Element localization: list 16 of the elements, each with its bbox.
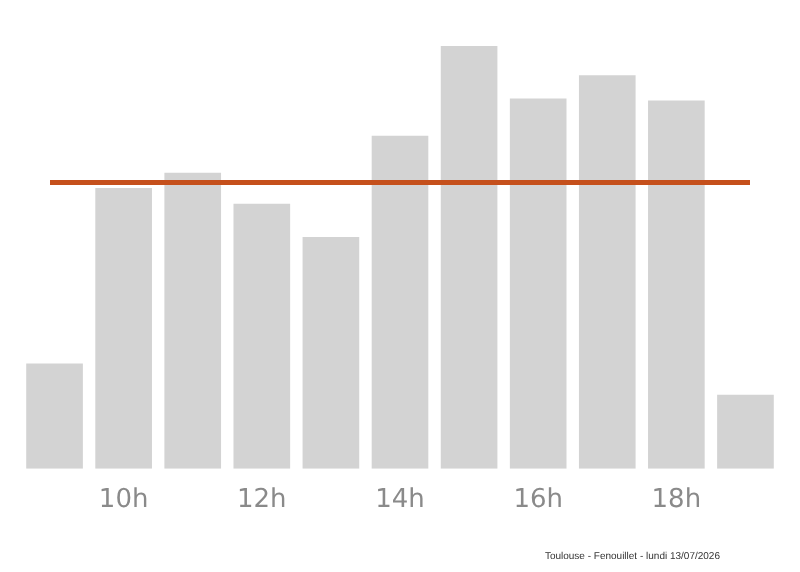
bar [26,363,83,469]
x-tick-label: 12h [237,485,287,516]
x-tick-label: 16h [513,485,563,516]
bar [648,100,705,469]
bar [164,172,222,469]
bar [578,75,636,469]
bar [440,46,498,469]
bar [233,203,291,469]
x-tick-label: 18h [651,485,702,516]
x-tick-label: 10h [98,485,149,516]
bar [509,98,567,469]
bar [371,135,429,469]
x-tick-label: 14h [375,485,425,516]
bar [95,188,152,469]
bar [717,394,774,469]
bar [302,237,360,469]
